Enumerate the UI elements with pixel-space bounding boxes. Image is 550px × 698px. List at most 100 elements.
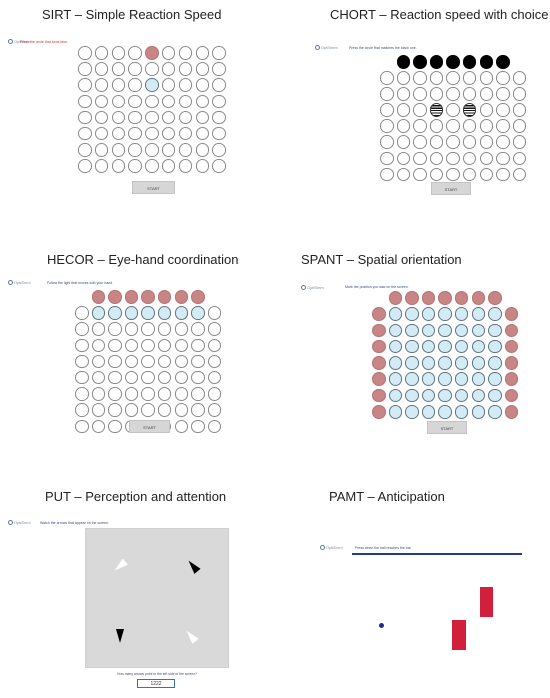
grid-circle[interactable] — [195, 94, 210, 109]
grid-circle-blue[interactable] — [454, 372, 469, 386]
start-button[interactable]: START — [132, 181, 175, 194]
grid-circle-pink[interactable] — [454, 291, 469, 305]
grid-circle[interactable] — [94, 62, 109, 76]
grid-circle[interactable] — [94, 78, 109, 92]
grid-circle[interactable] — [195, 62, 210, 76]
grid-circle[interactable] — [111, 78, 126, 92]
grid-circle[interactable] — [141, 403, 155, 417]
grid-circle[interactable] — [212, 110, 226, 125]
grid-circle[interactable] — [91, 354, 106, 369]
grid-circle[interactable] — [191, 338, 205, 353]
grid-circle-blue[interactable] — [488, 388, 502, 403]
grid-circle[interactable] — [396, 103, 411, 117]
grid-circle[interactable] — [496, 103, 510, 117]
grid-circle[interactable] — [75, 387, 89, 401]
grid-circle[interactable] — [128, 126, 142, 141]
grid-circle[interactable] — [174, 354, 189, 369]
grid-circle[interactable] — [191, 354, 205, 369]
grid-circle[interactable] — [207, 403, 222, 417]
grid-circle-pink[interactable] — [504, 356, 519, 370]
grid-circle[interactable] — [380, 119, 394, 133]
grid-circle[interactable] — [124, 338, 139, 353]
grid-circle[interactable] — [496, 119, 510, 133]
grid-circle-blue[interactable] — [488, 372, 502, 386]
grid-circle-blue[interactable] — [471, 372, 486, 386]
grid-circle-blue[interactable] — [454, 323, 469, 338]
grid-circle-blue[interactable] — [421, 307, 436, 321]
grid-circle-blue[interactable] — [454, 339, 469, 354]
grid-circle-blue[interactable] — [145, 78, 159, 92]
grid-circle[interactable] — [479, 103, 494, 117]
grid-circle[interactable] — [195, 126, 210, 141]
grid-circle[interactable] — [157, 370, 172, 385]
grid-circle-pink[interactable] — [488, 291, 502, 305]
grid-circle[interactable] — [128, 46, 142, 60]
grid-circle[interactable] — [161, 62, 176, 76]
grid-circle[interactable] — [195, 46, 210, 60]
grid-circle[interactable] — [124, 403, 139, 417]
grid-circle-blue[interactable] — [421, 405, 436, 419]
grid-circle-blue[interactable] — [91, 306, 106, 320]
grid-circle-blue[interactable] — [405, 307, 419, 321]
grid-circle[interactable] — [429, 87, 444, 101]
grid-circle-pink[interactable] — [504, 323, 519, 338]
grid-circle[interactable] — [195, 143, 210, 157]
grid-circle[interactable] — [161, 46, 176, 60]
grid-circle[interactable] — [161, 94, 176, 109]
grid-circle[interactable] — [78, 62, 92, 76]
grid-circle[interactable] — [212, 62, 226, 76]
grid-circle[interactable] — [195, 159, 210, 173]
grid-circle[interactable] — [178, 143, 193, 157]
grid-circle-blue[interactable] — [388, 356, 403, 370]
grid-circle[interactable] — [429, 167, 444, 182]
grid-circle[interactable] — [111, 94, 126, 109]
grid-circle-blue[interactable] — [454, 405, 469, 419]
grid-circle[interactable] — [413, 71, 427, 85]
grid-circle[interactable] — [396, 119, 411, 133]
grid-circle[interactable] — [161, 78, 176, 92]
grid-circle[interactable] — [75, 403, 89, 417]
grid-circle[interactable] — [446, 135, 460, 149]
grid-circle[interactable] — [178, 46, 193, 60]
grid-circle-pink[interactable] — [372, 372, 386, 386]
grid-circle[interactable] — [91, 419, 106, 433]
grid-circle-blue[interactable] — [421, 372, 436, 386]
grid-circle-blue[interactable] — [388, 372, 403, 386]
grid-circle-pink[interactable] — [372, 307, 386, 321]
grid-circle-blue[interactable] — [488, 339, 502, 354]
grid-circle[interactable] — [145, 62, 159, 76]
grid-circle[interactable] — [380, 151, 394, 166]
grid-circle[interactable] — [157, 322, 172, 336]
grid-circle-blue[interactable] — [405, 356, 419, 370]
grid-circle[interactable] — [94, 46, 109, 60]
grid-circle-black[interactable] — [462, 55, 477, 69]
grid-circle-pink[interactable] — [157, 290, 172, 304]
grid-circle[interactable] — [161, 143, 176, 157]
grid-circle[interactable] — [479, 71, 494, 85]
grid-circle[interactable] — [462, 135, 477, 149]
grid-circle[interactable] — [78, 46, 92, 60]
start-button[interactable]: START — [431, 182, 471, 195]
grid-circle-blue[interactable] — [471, 339, 486, 354]
grid-circle[interactable] — [191, 403, 205, 417]
grid-circle-black[interactable] — [496, 55, 510, 69]
grid-circle[interactable] — [207, 338, 222, 353]
grid-circle[interactable] — [94, 159, 109, 173]
grid-circle-blue[interactable] — [488, 405, 502, 419]
grid-circle[interactable] — [496, 167, 510, 182]
grid-circle[interactable] — [413, 135, 427, 149]
grid-circle[interactable] — [195, 78, 210, 92]
grid-circle-blue[interactable] — [421, 356, 436, 370]
grid-circle[interactable] — [512, 135, 527, 149]
grid-circle[interactable] — [78, 126, 92, 141]
grid-circle[interactable] — [94, 143, 109, 157]
grid-circle[interactable] — [479, 135, 494, 149]
grid-circle-blue[interactable] — [438, 323, 452, 338]
grid-circle[interactable] — [380, 71, 394, 85]
grid-circle[interactable] — [78, 110, 92, 125]
grid-circle[interactable] — [124, 322, 139, 336]
grid-circle[interactable] — [429, 71, 444, 85]
grid-circle-blue[interactable] — [471, 405, 486, 419]
grid-circle[interactable] — [396, 87, 411, 101]
grid-circle-blue[interactable] — [124, 306, 139, 320]
